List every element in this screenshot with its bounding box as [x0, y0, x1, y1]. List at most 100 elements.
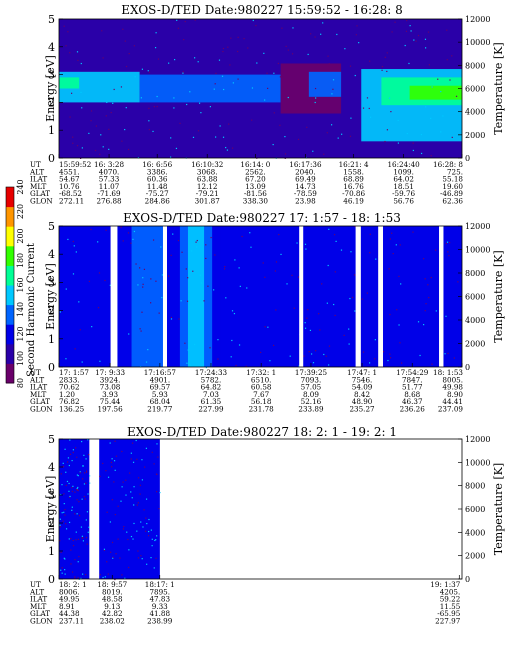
heatmap-speckle [72, 539, 74, 542]
heatmap-speckle [88, 280, 91, 282]
heatmap-speckle [133, 522, 135, 525]
heatmap-speckle [71, 92, 73, 94]
orbit-table-cell: 1.20 [59, 390, 75, 399]
heatmap-speckle [74, 576, 76, 578]
heatmap-speckle [176, 19, 178, 21]
x-tick-label: 16: 3:28 [94, 160, 124, 169]
heatmap-speckle [425, 303, 427, 305]
orbit-table-cell: 7847. [402, 375, 423, 384]
orbit-table-cell: 5.93 [152, 390, 168, 399]
heatmap-speckle [323, 353, 325, 356]
heatmap-speckle [151, 538, 153, 540]
heatmap-speckle [314, 350, 317, 352]
heatmap-speckle [251, 87, 254, 89]
heatmap-speckle [186, 362, 188, 364]
heatmap-speckle [384, 140, 386, 143]
heatmap-speckle [114, 513, 116, 516]
heatmap-speckle [155, 280, 157, 282]
heatmap-speckle [61, 572, 63, 574]
heatmap-speckle [151, 545, 153, 547]
heatmap-speckle [134, 76, 136, 78]
heatmap-speckle [130, 452, 132, 454]
heatmap-speckle [406, 20, 408, 22]
orbit-table-cell: 7.03 [203, 390, 219, 399]
heatmap-speckle [334, 314, 336, 317]
heatmap-speckle [420, 133, 423, 136]
orbit-table-cell: 4901. [150, 375, 171, 384]
heatmap-speckle [78, 555, 80, 558]
heatmap-speckle [71, 490, 73, 492]
panel-3: EXOS-D/TED Date:980227 18: 2: 1 - 19: 2:… [29, 425, 505, 626]
x-tick-label: 17: 9:33 [95, 368, 125, 377]
heatmap-speckle [76, 474, 79, 476]
heatmap-speckle [81, 361, 83, 363]
orbit-table-cell: 272.11 [59, 197, 84, 206]
heatmap-speckle [369, 362, 371, 364]
heatmap-speckle [431, 363, 433, 365]
orbit-table-cell: 46.37 [402, 397, 423, 406]
colorbar-tick-label: 240 [16, 179, 25, 194]
heatmap-speckle [284, 109, 286, 111]
heatmap-speckle [430, 276, 432, 279]
heatmap-speckle [375, 258, 377, 260]
heatmap-speckle [453, 357, 456, 359]
heatmap-speckle [76, 145, 79, 147]
heatmap-speckle [374, 358, 376, 360]
heatmap-speckle [98, 272, 101, 274]
heatmap-speckle [76, 499, 78, 501]
heatmap-speckle [399, 342, 401, 344]
orbit-table-row-label: ILAT [30, 595, 47, 604]
heatmap-speckle [451, 55, 453, 57]
y-tick-label: 3 [48, 276, 55, 289]
heatmap-speckle [333, 234, 336, 236]
heatmap-speckle [327, 55, 329, 57]
y2-tick-label: 6000 [465, 505, 485, 514]
heatmap-speckle [306, 126, 308, 128]
y-tick-label: 3 [48, 489, 55, 502]
y-tick-label: 1 [48, 545, 55, 558]
heatmap-speckle [200, 282, 203, 284]
heatmap-speckle [170, 137, 172, 139]
orbit-table-row-label: ILAT [30, 175, 47, 184]
orbit-table-row-label: GLAT [30, 397, 50, 406]
orbit-table-cell: 2833. [59, 375, 80, 384]
heatmap-band [220, 226, 293, 367]
orbit-table-cell: 46.19 [343, 197, 364, 206]
heatmap-speckle [251, 119, 253, 121]
orbit-table-cell: 69.49 [295, 175, 316, 184]
heatmap-speckle [64, 573, 66, 575]
heatmap-speckle [105, 229, 107, 231]
heatmap-speckle [266, 72, 268, 74]
x-tick-label: 16:28: 8 [433, 160, 463, 169]
heatmap-speckle [82, 540, 84, 542]
heatmap-speckle [111, 541, 114, 544]
heatmap-speckle [99, 574, 101, 576]
heatmap-speckle [374, 339, 376, 341]
heatmap-speckle [152, 239, 155, 241]
heatmap-speckle [80, 577, 82, 580]
heatmap-speckle [424, 38, 427, 40]
heatmap-speckle [77, 486, 79, 489]
orbit-table-row-label: MLT [30, 182, 47, 191]
y2-tick-label: 12000 [465, 435, 490, 444]
heatmap-speckle [78, 301, 80, 303]
orbit-table-cell: 1558. [343, 167, 364, 176]
orbit-table-cell: 9.33 [152, 602, 168, 611]
temperature-axis: 0 2000 4000 6000 8000 10000 12000 [458, 435, 490, 584]
y2-tick-label: 12000 [465, 15, 490, 24]
heatmap-speckle [125, 65, 128, 68]
heatmap-speckle [451, 136, 453, 139]
heatmap-speckle [155, 539, 157, 541]
heatmap-speckle [348, 328, 350, 330]
heatmap-speckle [72, 545, 75, 547]
heatmap-speckle [430, 117, 432, 119]
heatmap-speckle [239, 285, 241, 287]
heatmap-speckle [138, 477, 140, 479]
heatmap-speckle [107, 573, 109, 575]
heatmap-speckle [349, 65, 352, 67]
heatmap-speckle [160, 246, 162, 248]
x-tick-label: 18:17: 1 [145, 580, 175, 589]
heatmap-speckle [435, 310, 437, 312]
heatmap-speckle [142, 526, 144, 528]
heatmap-speckle [59, 518, 61, 520]
